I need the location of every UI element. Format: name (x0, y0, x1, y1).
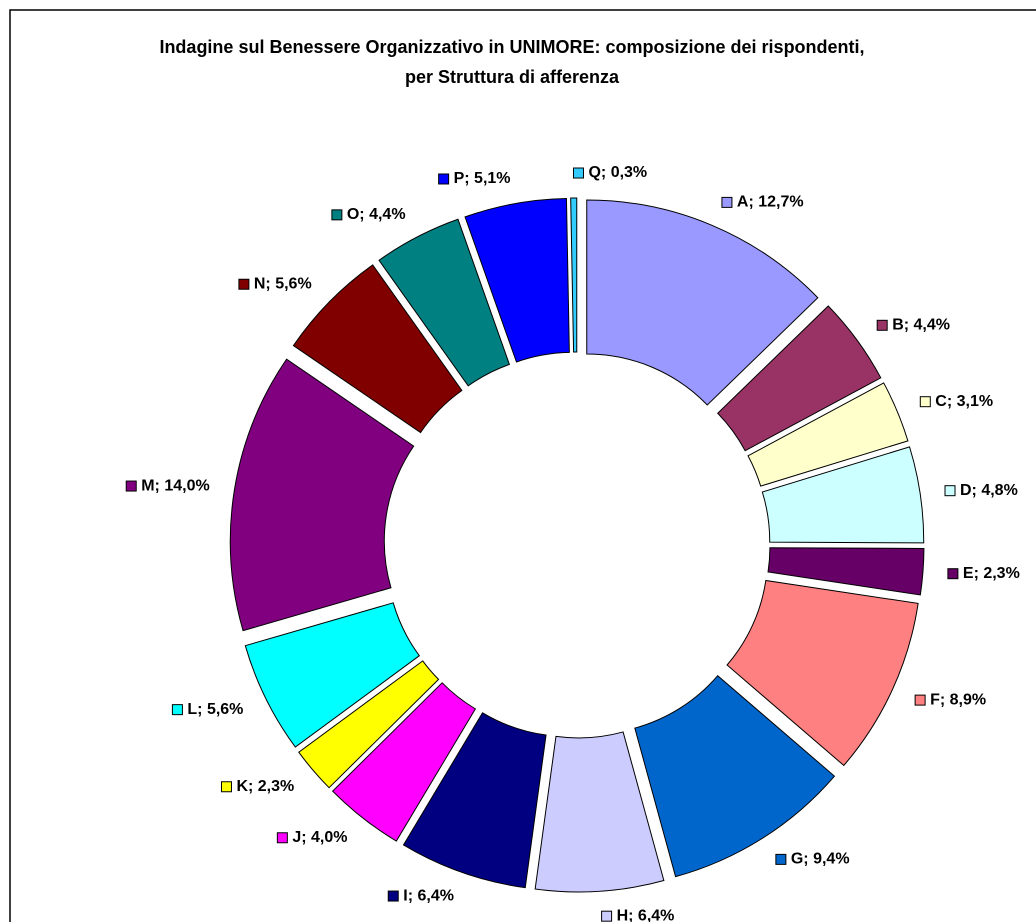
data-label: G; 9,4% (791, 851, 850, 868)
data-label: I; 6,4% (403, 887, 454, 904)
legend-swatch (721, 196, 733, 208)
data-label: E; 2,3% (963, 565, 1020, 582)
data-label: P; 5,1% (454, 170, 511, 187)
donut-segment (378, 218, 511, 387)
donut-segment (726, 579, 919, 767)
donut-segment (331, 682, 477, 842)
data-label: A; 12,7% (737, 194, 804, 211)
data-label: D; 4,8% (960, 482, 1018, 499)
donut-segment (229, 358, 415, 632)
donut-segment (244, 602, 421, 748)
donut-segment (767, 547, 925, 596)
donut-segment (586, 199, 819, 406)
data-label: O; 4,4% (347, 206, 406, 223)
legend-swatch (438, 173, 450, 185)
legend-swatch (331, 209, 343, 221)
data-label: B; 4,4% (892, 317, 950, 334)
legend-swatch (601, 910, 613, 922)
legend-swatch (572, 167, 584, 179)
donut-segment (464, 197, 570, 363)
data-label: N; 5,6% (254, 275, 312, 292)
legend-swatch (387, 890, 399, 902)
legend-swatch (125, 480, 137, 492)
data-label: C; 3,1% (935, 393, 993, 410)
legend-swatch (276, 832, 288, 844)
chart-title: Indagine sul Benessere Organizzativo in … (159, 37, 864, 57)
donut-segment (402, 712, 547, 889)
legend-swatch (919, 396, 931, 408)
legend-swatch (220, 781, 232, 793)
legend-swatch (914, 694, 926, 706)
data-label: F; 8,9% (930, 691, 986, 708)
data-label: K; 2,3% (236, 778, 294, 795)
legend-swatch (944, 485, 956, 497)
legend-swatch (947, 568, 959, 580)
donut-segment (298, 660, 440, 789)
data-label: L; 5,6% (187, 701, 243, 718)
data-label: M; 14,0% (141, 477, 209, 494)
data-label: J; 4,0% (292, 829, 347, 846)
donut-segment (717, 305, 882, 452)
donut-segment (634, 675, 836, 878)
donut-segment (761, 446, 925, 544)
chart-title: per Struttura di afferenza (405, 67, 620, 87)
donut-segment (534, 731, 665, 893)
legend-swatch (775, 853, 787, 865)
legend-swatch (238, 278, 250, 290)
donut-segment (747, 382, 909, 487)
legend-swatch (876, 319, 888, 331)
donut-segment (292, 264, 463, 434)
donut-segment (570, 197, 578, 353)
legend-swatch (171, 704, 183, 716)
data-label: H; 6,4% (617, 907, 675, 922)
data-label: Q; 0,3% (588, 164, 647, 181)
